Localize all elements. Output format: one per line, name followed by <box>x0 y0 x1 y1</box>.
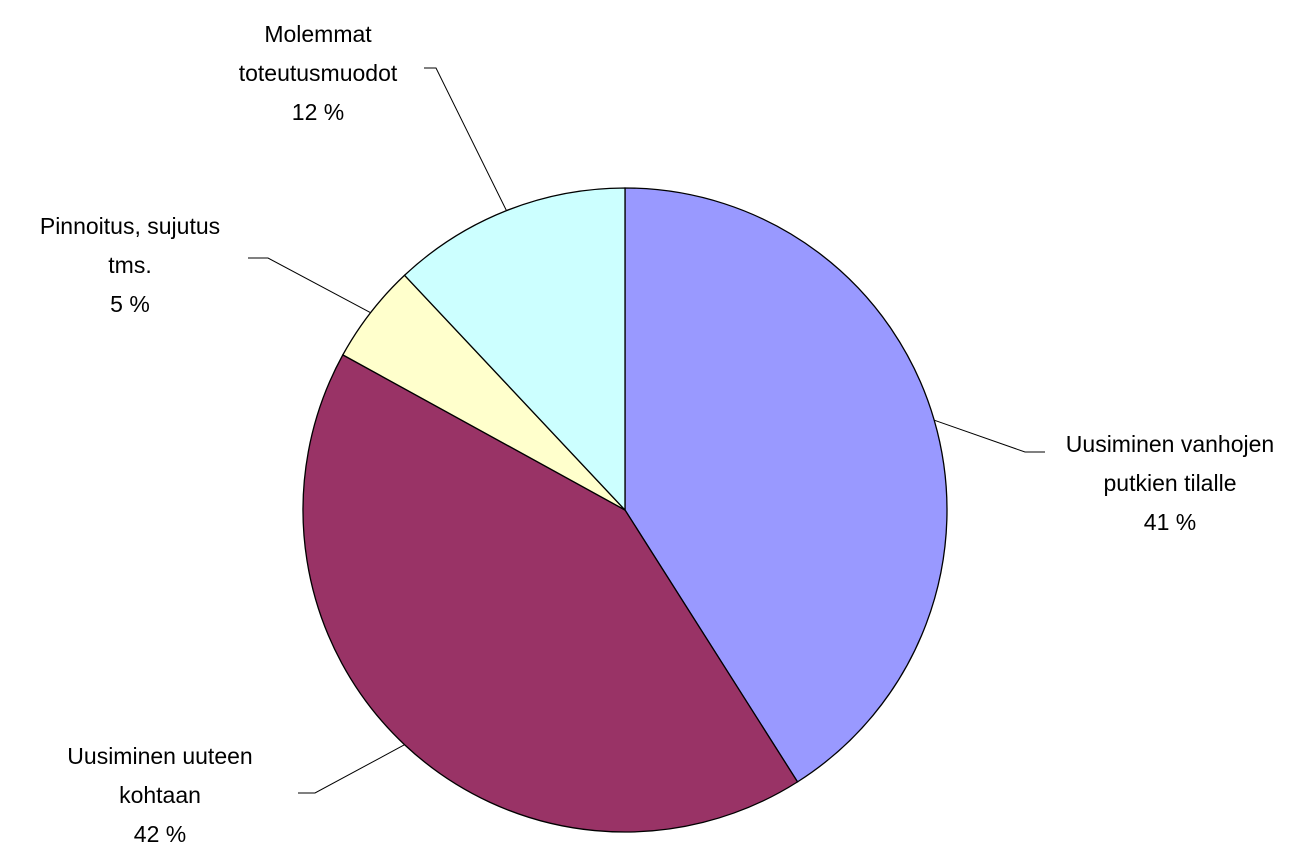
value-label: 12 % <box>292 99 344 125</box>
value-label: 5 % <box>110 291 150 317</box>
pie-slice <box>403 187 626 512</box>
leader-line <box>248 257 371 314</box>
slice-label: Molemmat toteutusmuodot <box>239 21 398 86</box>
label-line: Uusiminen uuteen <box>67 743 252 769</box>
slice-label: Uusiminen vanhojen putkien tilalle <box>1066 431 1274 496</box>
value-label: 41 % <box>1144 509 1196 535</box>
label-line: Molemmat <box>264 21 372 47</box>
label-line: tms. <box>108 252 151 278</box>
leader-line <box>424 67 507 211</box>
label-line: putkien tilalle <box>1104 470 1237 496</box>
label-line: toteutusmuodot <box>239 60 398 86</box>
slice-label: Uusiminen uuteen kohtaan <box>67 743 252 808</box>
leader-line <box>934 419 1045 453</box>
leader-line <box>298 744 405 794</box>
label-line: Pinnoitus, sujutus <box>40 213 220 239</box>
value-label: 42 % <box>134 821 186 845</box>
label-line: kohtaan <box>119 782 201 808</box>
pie-slice <box>302 353 799 833</box>
slice-label: Pinnoitus, sujutus tms. <box>40 213 220 278</box>
label-line: Uusiminen vanhojen <box>1066 431 1274 457</box>
